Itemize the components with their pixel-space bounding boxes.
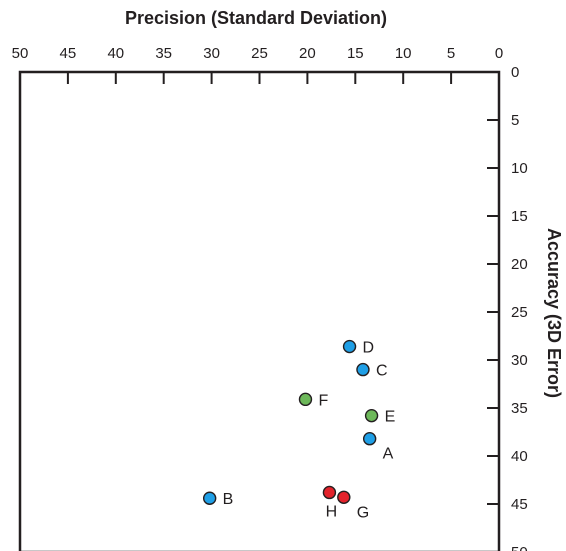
x-tick-label: 0 [495,45,503,62]
y-tick-label: 50 [511,544,528,551]
data-point-c [356,362,370,377]
x-tick-label: 5 [447,45,455,62]
data-point-b [202,491,217,505]
x-tick-label: 10 [395,45,412,62]
point-label-h: H [326,503,338,520]
y-tick-label: 10 [511,160,528,177]
point-label-d: D [363,340,375,357]
y-axis-ticks: 0 5 10 15 20 25 30 35 40 45 50 [487,64,528,551]
x-axis-title: Precision (Standard Deviation) [125,8,387,28]
x-tick-label: 45 [60,45,77,62]
data-points: A B CD E F G H [202,339,396,521]
y-tick-label: 0 [511,64,519,81]
x-tick-label: 40 [107,45,124,62]
point-label-c: C [376,363,388,380]
x-tick-label: 50 [12,45,29,62]
point-label-g: G [357,504,369,521]
y-tick-label: 45 [511,496,528,513]
data-point-d [342,339,357,354]
point-label-b: B [223,491,234,508]
x-axis-ticks: 50 45 40 35 30 25 20 15 10 5 0 [12,45,503,84]
point-label-a: A [383,446,394,463]
point-label-e: E [385,409,396,426]
y-tick-label: 15 [511,208,528,225]
y-tick-label: 5 [511,112,519,129]
y-tick-label: 40 [511,448,528,465]
data-point-h [322,485,337,500]
data-point-e [364,408,379,423]
x-tick-label: 30 [203,45,220,62]
data-point-a [362,432,377,446]
point-label-f: F [318,392,328,409]
plot-frame [18,70,501,551]
x-tick-label: 15 [347,45,364,62]
y-tick-label: 35 [511,400,528,417]
x-tick-label: 20 [299,45,316,62]
y-tick-label: 20 [511,256,528,273]
y-tick-label: 30 [511,352,528,369]
data-point-f [298,392,313,407]
data-point-g [337,490,351,504]
x-tick-label: 35 [155,45,172,62]
y-tick-label: 25 [511,304,528,321]
y-axis-title: Accuracy (3D Error) [544,228,564,398]
x-tick-label: 25 [251,45,268,62]
